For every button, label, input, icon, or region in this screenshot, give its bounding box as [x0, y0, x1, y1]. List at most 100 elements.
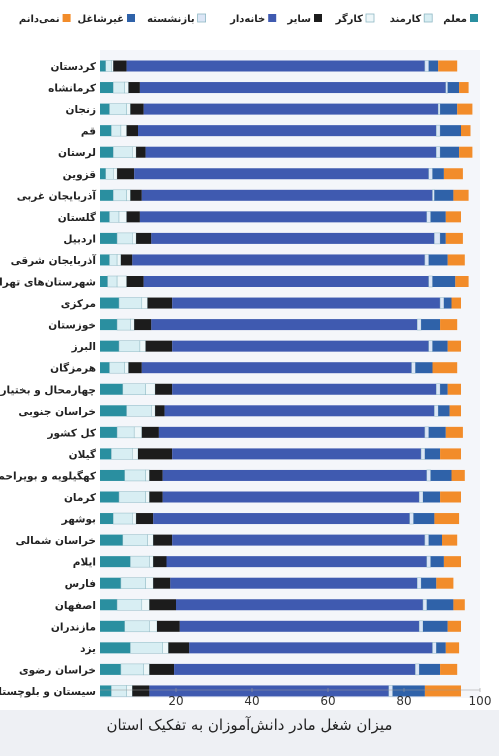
- bar-segment: [151, 405, 156, 417]
- bar-segment: [136, 513, 154, 525]
- bar-segment: [434, 405, 439, 417]
- category-label: کرمان: [64, 492, 97, 504]
- bar-segment: [145, 340, 173, 352]
- bar-segment: [116, 318, 131, 331]
- bar-segment: [130, 318, 135, 331]
- bar-segment: [145, 469, 150, 482]
- bar-segment: [100, 469, 125, 481]
- bar-segment: [145, 146, 437, 158]
- category-label: کردستان: [50, 61, 96, 73]
- bar-segment: [158, 426, 425, 438]
- bar-segment: [100, 362, 110, 374]
- bar-segment: [136, 232, 152, 244]
- bar-segment: [440, 448, 461, 460]
- bar-segment: [116, 254, 122, 266]
- bar-segment: [100, 319, 118, 331]
- legend-label: کارگر: [335, 12, 364, 25]
- bar-segment: [440, 491, 461, 503]
- bar-segment: [426, 211, 431, 223]
- bar-segment: [141, 362, 412, 374]
- category-label: سیستان و بلوچستان: [0, 686, 96, 698]
- bar-segment: [100, 60, 106, 72]
- bar-segment: [126, 685, 133, 697]
- category-labels: کردستان کرمانشاه زنجان قم لرستان قزوین آذربایج…: [0, 61, 97, 698]
- bar-segment: [415, 663, 420, 676]
- bar-segment: [168, 642, 190, 654]
- category-label: کل کشور: [46, 427, 96, 439]
- bar-segment: [179, 620, 420, 632]
- bar-segment: [443, 556, 461, 568]
- plot-background: [100, 50, 480, 698]
- bar-segment: [157, 620, 180, 632]
- bar-segment: [122, 383, 146, 395]
- bar-segment: [100, 405, 127, 417]
- bar-segment: [447, 254, 465, 266]
- bar-segment: [134, 168, 429, 180]
- bar-segment: [432, 189, 435, 202]
- bar-segment: [100, 685, 112, 697]
- bar-segment: [430, 211, 446, 223]
- bar-segment: [130, 555, 150, 568]
- legend-label: غیرشاغل: [78, 14, 124, 25]
- bar-segment: [432, 642, 437, 654]
- x-tick-label: 20: [168, 694, 183, 708]
- bar-segment: [447, 383, 461, 395]
- category-label: مازندران: [51, 621, 96, 633]
- bar-segment: [118, 340, 141, 352]
- bar-segment: [392, 685, 425, 697]
- category-label: کرمانشاه: [48, 83, 97, 95]
- bar-segment: [436, 577, 454, 589]
- category-label: زنجان: [66, 104, 96, 116]
- bar-segment: [453, 189, 469, 201]
- legend-label: نمی‌دانم: [19, 14, 60, 25]
- bar-segment: [449, 405, 461, 417]
- bar-segment: [418, 620, 424, 633]
- bar-segment: [126, 276, 144, 287]
- x-tick-label: 60: [320, 694, 335, 708]
- bar-segment: [445, 642, 460, 654]
- bar-segment: [439, 297, 445, 309]
- bar-segment: [149, 599, 176, 611]
- bar-segment: [440, 383, 448, 395]
- bar-segment: [415, 362, 433, 374]
- legend-swatch: [62, 14, 71, 22]
- caption-band: [0, 710, 499, 756]
- category-label: خراسان شمالی: [16, 535, 96, 547]
- bar-segment: [134, 319, 152, 331]
- bar-segment: [411, 361, 416, 374]
- bar-segment: [113, 146, 133, 158]
- bar-segment: [418, 491, 424, 503]
- category-label: اصفهان: [55, 600, 96, 612]
- bar-segment: [438, 60, 458, 72]
- bar-segment: [447, 340, 461, 352]
- bar-segment: [440, 232, 446, 244]
- category-label: اردبیل: [63, 233, 96, 245]
- category-label: مرکزی: [61, 298, 96, 310]
- bar-segment: [109, 103, 127, 115]
- bar-segment: [100, 534, 123, 546]
- bar-segment: [132, 232, 137, 245]
- bar-segment: [176, 599, 423, 611]
- legend-swatch: [197, 13, 207, 23]
- chart-title: میزان شغل مادر دانش‌آموزان به تفکیک استا…: [106, 716, 393, 734]
- bar-segment: [100, 211, 110, 223]
- bar-segment: [100, 125, 112, 137]
- bar-segment: [118, 297, 143, 309]
- bar-segment: [436, 642, 446, 654]
- bar-segment: [120, 577, 146, 589]
- bar-segment: [440, 319, 458, 331]
- legend-swatch: [470, 14, 478, 22]
- bar-segment: [116, 599, 143, 611]
- plot-area: [100, 50, 480, 698]
- bar-segment: [430, 469, 452, 481]
- bar-segment: [424, 426, 429, 439]
- category-label: فارس: [65, 578, 96, 590]
- bar-segment: [189, 642, 433, 654]
- category-label: چهارمحال و بختیاری: [0, 384, 96, 396]
- bar-segment: [141, 426, 159, 438]
- bar-segment: [440, 125, 461, 137]
- legend-label: بازنشسته: [147, 14, 195, 25]
- bar-segment: [153, 513, 410, 525]
- bar-segment: [141, 297, 148, 309]
- bar-segment: [422, 599, 428, 611]
